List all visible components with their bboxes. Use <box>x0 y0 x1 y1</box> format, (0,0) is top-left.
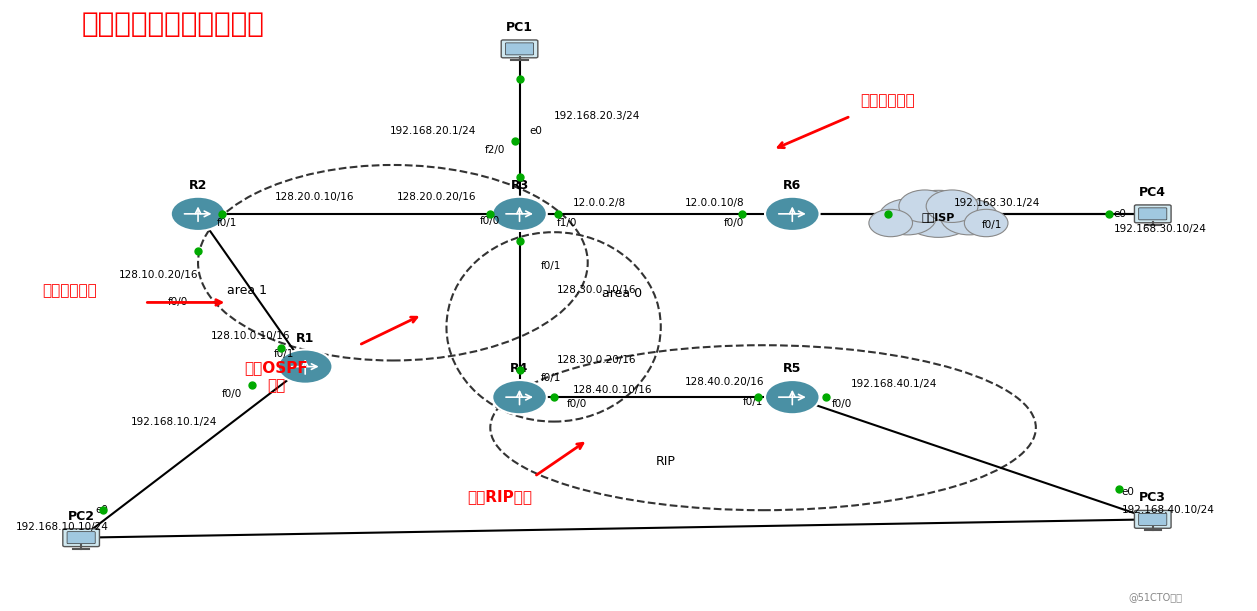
Circle shape <box>901 190 975 237</box>
FancyBboxPatch shape <box>63 529 99 547</box>
Text: PC2: PC2 <box>68 510 94 522</box>
Text: 192.168.40.1/24: 192.168.40.1/24 <box>851 379 938 389</box>
Text: 运行静态路由: 运行静态路由 <box>43 283 97 298</box>
Text: PC1: PC1 <box>507 21 533 34</box>
Text: PC4: PC4 <box>1139 186 1166 199</box>
Text: 128.20.0.20/16: 128.20.0.20/16 <box>397 192 476 202</box>
Text: f0/0: f0/0 <box>221 389 241 399</box>
Text: 运行静态路由: 运行静态路由 <box>861 93 915 108</box>
Circle shape <box>926 190 978 222</box>
Circle shape <box>766 197 820 231</box>
Text: 192.168.10.1/24: 192.168.10.1/24 <box>131 417 217 426</box>
Text: 128.30.0.10/16: 128.30.0.10/16 <box>557 285 636 295</box>
Text: e0: e0 <box>1121 487 1135 497</box>
Circle shape <box>869 210 913 236</box>
Circle shape <box>899 190 950 222</box>
Circle shape <box>493 197 547 231</box>
Circle shape <box>278 349 333 384</box>
Text: e0: e0 <box>96 505 108 515</box>
Text: 动态路由高级配置拓扑图: 动态路由高级配置拓扑图 <box>82 10 264 38</box>
Text: e0: e0 <box>1114 209 1126 219</box>
Text: f0/0: f0/0 <box>168 298 189 307</box>
Text: R4: R4 <box>510 362 529 375</box>
Text: 192.168.30.10/24: 192.168.30.10/24 <box>1114 224 1207 234</box>
Circle shape <box>766 380 820 414</box>
Text: R2: R2 <box>189 179 207 192</box>
Text: @51CTO博客: @51CTO博客 <box>1128 592 1182 602</box>
Text: 128.40.0.20/16: 128.40.0.20/16 <box>684 377 764 387</box>
Text: R3: R3 <box>510 179 529 192</box>
Circle shape <box>964 210 1008 236</box>
Circle shape <box>879 199 936 235</box>
Circle shape <box>493 380 547 414</box>
Text: 运行RIP协议: 运行RIP协议 <box>468 489 533 504</box>
Text: 192.168.30.1/24: 192.168.30.1/24 <box>954 198 1040 208</box>
Text: f2/0: f2/0 <box>484 145 505 155</box>
Text: f0/1: f0/1 <box>541 261 562 271</box>
Text: 128.20.0.10/16: 128.20.0.10/16 <box>275 192 354 202</box>
FancyBboxPatch shape <box>502 40 538 58</box>
Text: R5: R5 <box>783 362 802 375</box>
Text: R6: R6 <box>783 179 802 192</box>
FancyBboxPatch shape <box>67 532 96 544</box>
Text: f0/1: f0/1 <box>743 397 763 407</box>
Text: 192.168.20.1/24: 192.168.20.1/24 <box>390 126 475 136</box>
Text: f0/0: f0/0 <box>480 216 500 226</box>
Text: 192.168.40.10/24: 192.168.40.10/24 <box>1121 505 1214 515</box>
Text: 128.40.0.10/16: 128.40.0.10/16 <box>573 385 652 395</box>
Text: 运行OSPF
协议: 运行OSPF 协议 <box>244 360 308 393</box>
Text: 移动ISP: 移动ISP <box>921 212 955 222</box>
Text: area 1: area 1 <box>226 284 266 297</box>
Text: 192.168.10.10/24: 192.168.10.10/24 <box>15 522 108 532</box>
FancyBboxPatch shape <box>1139 513 1166 525</box>
Text: 192.168.20.3/24: 192.168.20.3/24 <box>553 111 640 121</box>
Text: 12.0.0.2/8: 12.0.0.2/8 <box>573 198 626 208</box>
Text: PC3: PC3 <box>1139 491 1166 504</box>
Circle shape <box>171 197 225 231</box>
Text: R1: R1 <box>295 332 314 345</box>
Circle shape <box>940 199 998 235</box>
Text: f0/0: f0/0 <box>724 218 744 228</box>
Text: 128.10.0.20/16: 128.10.0.20/16 <box>118 270 199 280</box>
Text: f0/1: f0/1 <box>217 218 238 228</box>
Text: 128.30.0.20/16: 128.30.0.20/16 <box>557 356 636 365</box>
Text: f1/0: f1/0 <box>557 218 577 228</box>
Text: f0/0: f0/0 <box>567 400 587 409</box>
FancyBboxPatch shape <box>505 43 533 55</box>
Text: f0/1: f0/1 <box>982 220 1002 230</box>
Text: f0/0: f0/0 <box>831 400 851 409</box>
Text: f0/1: f0/1 <box>274 349 294 359</box>
Text: area 0: area 0 <box>602 287 642 300</box>
FancyBboxPatch shape <box>1139 208 1166 220</box>
Text: f0/1: f0/1 <box>541 373 562 382</box>
Text: e0: e0 <box>529 126 542 136</box>
FancyBboxPatch shape <box>1135 510 1172 529</box>
Text: 12.0.0.10/8: 12.0.0.10/8 <box>685 198 744 208</box>
Text: 128.10.0.10/16: 128.10.0.10/16 <box>211 331 290 341</box>
Text: RIP: RIP <box>656 455 675 468</box>
FancyBboxPatch shape <box>1135 205 1172 223</box>
